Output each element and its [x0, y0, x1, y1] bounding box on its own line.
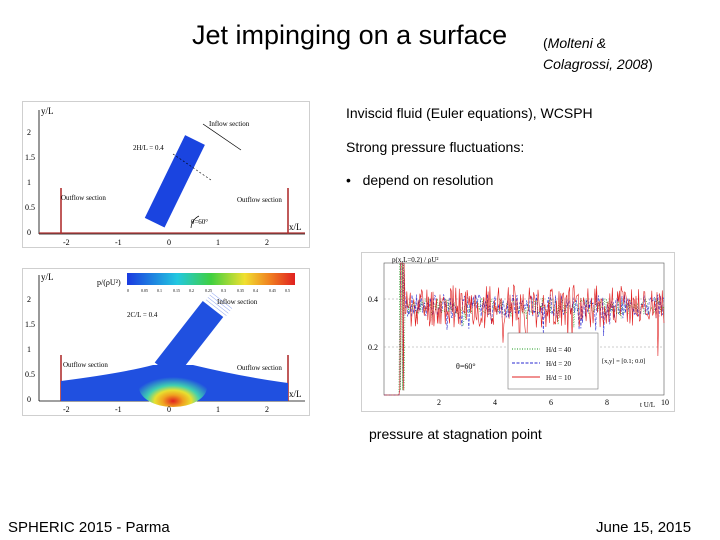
x-tick: 1 — [216, 238, 220, 247]
legend-label: H/d = 40 — [546, 346, 571, 354]
y-tick-label: 0.4 — [368, 295, 378, 304]
x-tick-label: 4 — [493, 398, 497, 407]
sub-bullet-resolution: • depend on resolution — [346, 172, 493, 188]
colorbar-tick: 0.1 — [157, 288, 162, 293]
width-label: 2C/L = 0.4 — [127, 311, 158, 319]
left-outflow-label: Outflow section — [61, 194, 106, 202]
x-tick: 0 — [167, 405, 171, 414]
stagnation-region — [139, 367, 207, 407]
figure-pressure-field: p/(ρU²) 0 0.05 0.1 0.15 0.2 0.25 0.3 0.3… — [22, 268, 310, 416]
bullet-fluid-model: Inviscid fluid (Euler equations), WCSPH — [346, 105, 593, 121]
y-tick: 2 — [27, 295, 31, 304]
y-tick: 0 — [27, 395, 31, 404]
colorbar-ticks: 0 0.05 0.1 0.15 0.2 0.25 0.3 0.35 0.4 0.… — [127, 288, 290, 293]
colorbar-tick: 0.5 — [285, 288, 290, 293]
x-tick: 2 — [265, 405, 269, 414]
x-axis-label: x/L — [289, 222, 302, 232]
y-tick: 0 — [27, 228, 31, 237]
width-label: 2H/L = 0.4 — [133, 144, 164, 152]
x-tick-label: 2 — [437, 398, 441, 407]
y-axis-label: p(x,L=0.2) / ρU² — [392, 256, 438, 264]
y-axis-label: y/L — [41, 272, 54, 282]
legend-box — [507, 332, 599, 390]
x-tick-labels: 2 4 6 8 10 — [437, 398, 669, 407]
slide-title: Jet impinging on a surface — [192, 20, 508, 50]
right-outflow-label: Outflow section — [237, 196, 282, 204]
left-outflow-label: Outflow section — [63, 361, 108, 369]
y-tick: 0.5 — [25, 370, 35, 379]
citation-paren-close: ) — [648, 56, 653, 72]
legend: H/d = 40 H/d = 20 H/d = 10 — [512, 346, 571, 382]
inflow-section-line — [202, 123, 242, 151]
y-tick: 1 — [27, 178, 31, 187]
right-outflow-label: Outflow section — [237, 364, 282, 372]
footer-conference: SPHERIC 2015 - Parma — [8, 519, 170, 536]
citation: (Molteni & Colagrossi, 2008) — [543, 33, 653, 75]
inflow-label: Inflow section — [217, 298, 258, 306]
colorbar — [127, 273, 295, 285]
pressure-field-svg: p/(ρU²) 0 0.05 0.1 0.15 0.2 0.25 0.3 0.3… — [25, 272, 305, 414]
x-tick: 2 — [265, 238, 269, 247]
x-tick-label: 10 — [661, 398, 669, 407]
y-axis-label: y/L — [41, 106, 54, 116]
y-tick-label: 0.2 — [368, 343, 378, 352]
legend-label: H/d = 20 — [546, 360, 571, 368]
x-tick-label: 6 — [549, 398, 553, 407]
x-tick: -2 — [63, 405, 70, 414]
colorbar-tick: 0.05 — [141, 288, 148, 293]
plot-frame — [383, 262, 665, 396]
y-tick-labels: 0.2 0.4 — [368, 295, 378, 352]
colorbar-tick: 0.25 — [205, 288, 212, 293]
x-tick: -2 — [63, 238, 70, 247]
y-tick: 0.5 — [25, 203, 35, 212]
colorbar-tick: 0.2 — [189, 288, 194, 293]
series-line — [384, 262, 665, 396]
x-axis-label: t U/L — [640, 401, 655, 409]
inflow-label: Inflow section — [209, 120, 250, 128]
chart-caption: pressure at stagnation point — [369, 426, 542, 442]
x-tick-label: 8 — [605, 398, 609, 407]
citation-year: Colagrossi, 2008 — [543, 56, 649, 72]
bullet-marker: • — [346, 172, 351, 188]
figure-jet-setup: y/L x/L Inflow section 2H/L = 0.4 Outflo… — [22, 101, 310, 248]
y-tick: 1.5 — [25, 153, 35, 162]
colorbar-tick: 0.35 — [237, 288, 244, 293]
inflow-hatching — [205, 292, 233, 316]
angle-label: θ=60° — [191, 218, 208, 226]
y-tick: 1.5 — [25, 320, 35, 329]
x-tick: -1 — [115, 405, 122, 414]
series-lines — [384, 262, 665, 396]
jet-column — [154, 300, 224, 379]
y-tick: 2 — [27, 128, 31, 137]
citation-paren-open: ( — [543, 35, 548, 51]
legend-label: H/d = 10 — [546, 374, 571, 382]
angle-annotation: θ=60° — [456, 362, 476, 371]
point-annotation: [x,y] = [0.1; 0.0] — [602, 358, 645, 365]
footer-date: June 15, 2015 — [596, 519, 692, 536]
x-tick: -1 — [115, 238, 122, 247]
colorbar-tick: 0.4 — [253, 288, 258, 293]
x-axis-label: x/L — [289, 389, 302, 399]
citation-authors: Molteni & — [547, 35, 607, 51]
jet-column — [144, 135, 205, 228]
sub-bullet-text: depend on resolution — [362, 172, 494, 188]
colorbar-tick: 0.3 — [221, 288, 226, 293]
colorbar-tick: 0 — [127, 288, 129, 293]
bullet-pressure-fluctuations: Strong pressure fluctuations: — [346, 139, 525, 155]
angle-arc — [190, 215, 200, 229]
colorbar-tick: 0.45 — [269, 288, 276, 293]
x-tick: 1 — [216, 405, 220, 414]
x-tick: 0 — [167, 238, 171, 247]
jet-setup-svg: y/L x/L Inflow section 2H/L = 0.4 Outflo… — [25, 106, 305, 247]
pressure-chart-svg: 2 4 6 8 10 0.2 0.4 p(x,L=0.2) / ρU² t U/L H/d… — [368, 256, 669, 409]
colorbar-label: p/(ρU²) — [97, 278, 121, 287]
colorbar-tick: 0.15 — [173, 288, 180, 293]
y-tick: 1 — [27, 345, 31, 354]
figure-pressure-chart: 2 4 6 8 10 0.2 0.4 p(x,L=0.2) / ρU² t U/L H/d… — [361, 252, 675, 412]
